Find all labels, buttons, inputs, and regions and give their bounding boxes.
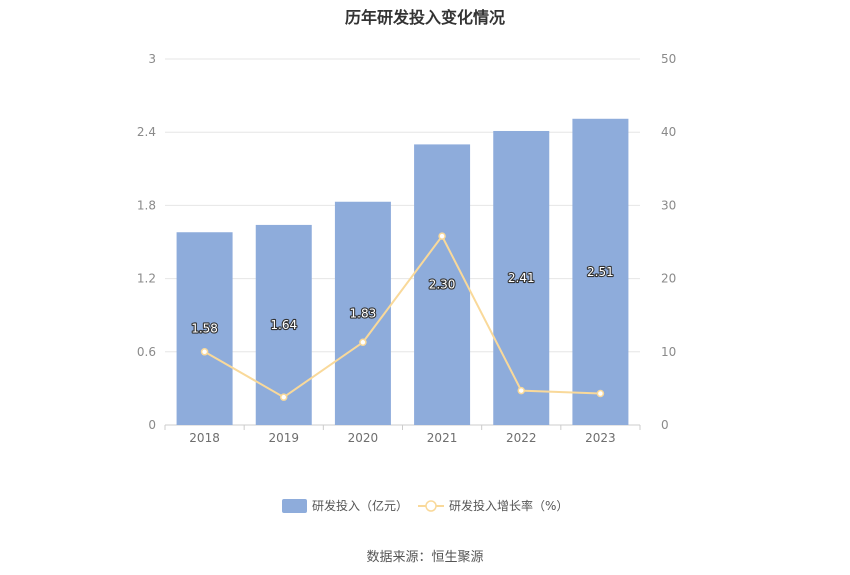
y-left-tick-label: 2.4	[137, 125, 156, 139]
y-left-tick-label: 3	[148, 52, 156, 66]
line-point[interactable]	[438, 232, 446, 240]
x-tick-label: 2020	[348, 431, 379, 445]
legend-line-label[interactable]: 研发投入增长率（%）	[449, 498, 568, 513]
bar-series	[176, 118, 629, 426]
legend[interactable]: 研发投入（亿元） 研发投入增长率（%）	[282, 498, 568, 513]
y-left-tick-label: 1.8	[137, 198, 156, 212]
bar[interactable]	[334, 201, 391, 425]
y-right-tick-label: 20	[661, 272, 676, 286]
line-point[interactable]	[200, 348, 209, 356]
y-left-tick-label: 0	[148, 418, 156, 432]
x-tick-label: 2021	[427, 431, 458, 445]
x-axis: 2018 2019 2020 2021 2022 2023	[164, 425, 641, 445]
legend-line-marker[interactable]	[425, 500, 437, 512]
y-left-tick-label: 1.2	[137, 272, 156, 286]
legend-bar-label[interactable]: 研发投入（亿元）	[312, 498, 408, 513]
bar-data-label: 1.64	[270, 318, 297, 332]
growth-line	[204, 234, 601, 399]
data-labels: 1.58 1.64 1.83 2.30 2.41 2.51	[190, 264, 615, 337]
bar-data-label: 1.58	[191, 322, 218, 336]
bar-data-label: 2.41	[508, 271, 535, 285]
bar[interactable]	[176, 232, 233, 425]
line-point[interactable]	[517, 386, 525, 395]
x-tick-label: 2023	[585, 431, 616, 445]
y-right-tick-label: 0	[661, 418, 669, 432]
line-series	[200, 232, 605, 401]
bar-data-label: 1.83	[350, 306, 377, 320]
bar[interactable]	[414, 144, 471, 425]
y-right-tick-label: 40	[661, 125, 676, 139]
bar-data-label: 2.30	[429, 278, 456, 292]
chart-title: 历年研发投入变化情况	[344, 8, 505, 27]
x-tick-label: 2018	[189, 431, 220, 445]
y-left-tick-label: 0.6	[137, 345, 156, 359]
x-tick-label: 2019	[268, 431, 299, 445]
line-point[interactable]	[280, 393, 288, 401]
y-right-tick-label: 30	[661, 198, 676, 212]
y-right-tick-label: 50	[661, 52, 676, 66]
y-axis-left: 0 0.6 1.2 1.8 2.4 3	[137, 52, 156, 432]
legend-bar-swatch[interactable]	[282, 499, 307, 513]
bar[interactable]	[493, 130, 550, 426]
line-point[interactable]	[359, 338, 367, 347]
y-right-tick-label: 10	[661, 345, 676, 359]
bar[interactable]	[255, 224, 312, 425]
bar[interactable]	[572, 118, 629, 425]
bar-data-label: 2.51	[587, 265, 614, 279]
line-point[interactable]	[596, 389, 605, 398]
y-axis-right: 0 10 20 30 40 50	[661, 52, 676, 432]
x-tick-label: 2022	[506, 431, 537, 445]
source-note: 数据来源：恒生聚源	[366, 550, 484, 565]
